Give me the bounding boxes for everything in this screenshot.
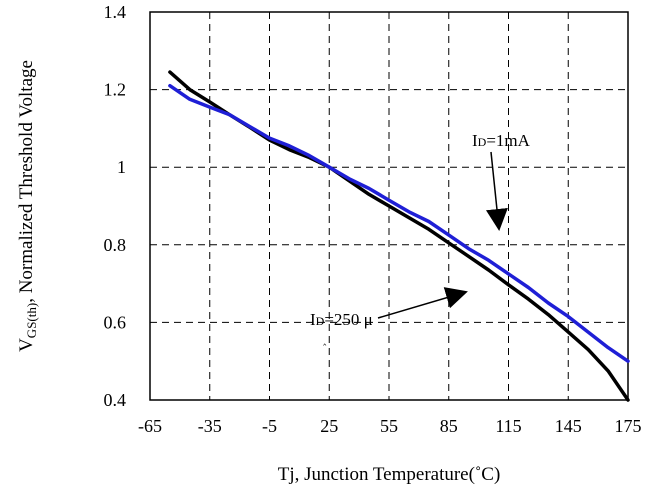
x-tick-labels: -65 -35 -5 25 55 85 115 145 175 [138, 416, 642, 436]
x-tick-label: 115 [495, 416, 521, 436]
x-tick-label: 145 [555, 416, 582, 436]
y-tick-label: 1.2 [104, 80, 127, 100]
annotation-id-250u-arrow [377, 287, 468, 319]
annotation-id-1ma-arrow [485, 151, 508, 231]
y-tick-labels: 0.4 0.6 0.8 1 1.2 1.4 [104, 2, 127, 410]
x-tick-label: 175 [615, 416, 642, 436]
series-layer [168, 70, 630, 402]
y-axis-title-sub: GS(th) [24, 303, 39, 338]
y-axis-title-rest: , Normalized Threshold Voltage [16, 60, 37, 303]
y-axis-title-main: V [16, 338, 37, 352]
annotation-id-1ma: ID=1mA [472, 131, 531, 150]
y-tick-label: 1.4 [104, 2, 127, 22]
plot-area-frame [149, 11, 629, 401]
y-axis-title: VGS(th), Normalized Threshold Voltage [16, 60, 39, 352]
stray-caret-mark: ‸ [323, 335, 327, 346]
x-tick-label: 85 [440, 416, 458, 436]
x-tick-label: -5 [262, 416, 277, 436]
series-line-2 [168, 83, 630, 363]
annotation-id-250u-rest: =250 μ [324, 310, 372, 329]
x-tick-label: -65 [138, 416, 162, 436]
y-tick-label: 0.6 [104, 312, 127, 332]
x-tick-label: 55 [380, 416, 398, 436]
annotation-id-1ma-sub: D [478, 135, 487, 149]
y-tick-label: 1 [117, 157, 126, 177]
x-tick-label: 25 [320, 416, 338, 436]
x-axis-title: Tj, Junction Temperature(˚C) [278, 464, 501, 485]
annotation-id-1ma-main: I [472, 131, 478, 150]
annotation-id-250u-main: I [310, 310, 316, 329]
annotation-id-1ma-rest: =1mA [486, 131, 530, 150]
y-tick-label: 0.8 [104, 235, 127, 255]
annotation-id-250u-sub: D [316, 314, 325, 328]
y-tick-label: 0.4 [104, 390, 127, 410]
x-tick-label: -35 [198, 416, 222, 436]
annotation-id-250u: ID=250 μ [310, 310, 373, 329]
